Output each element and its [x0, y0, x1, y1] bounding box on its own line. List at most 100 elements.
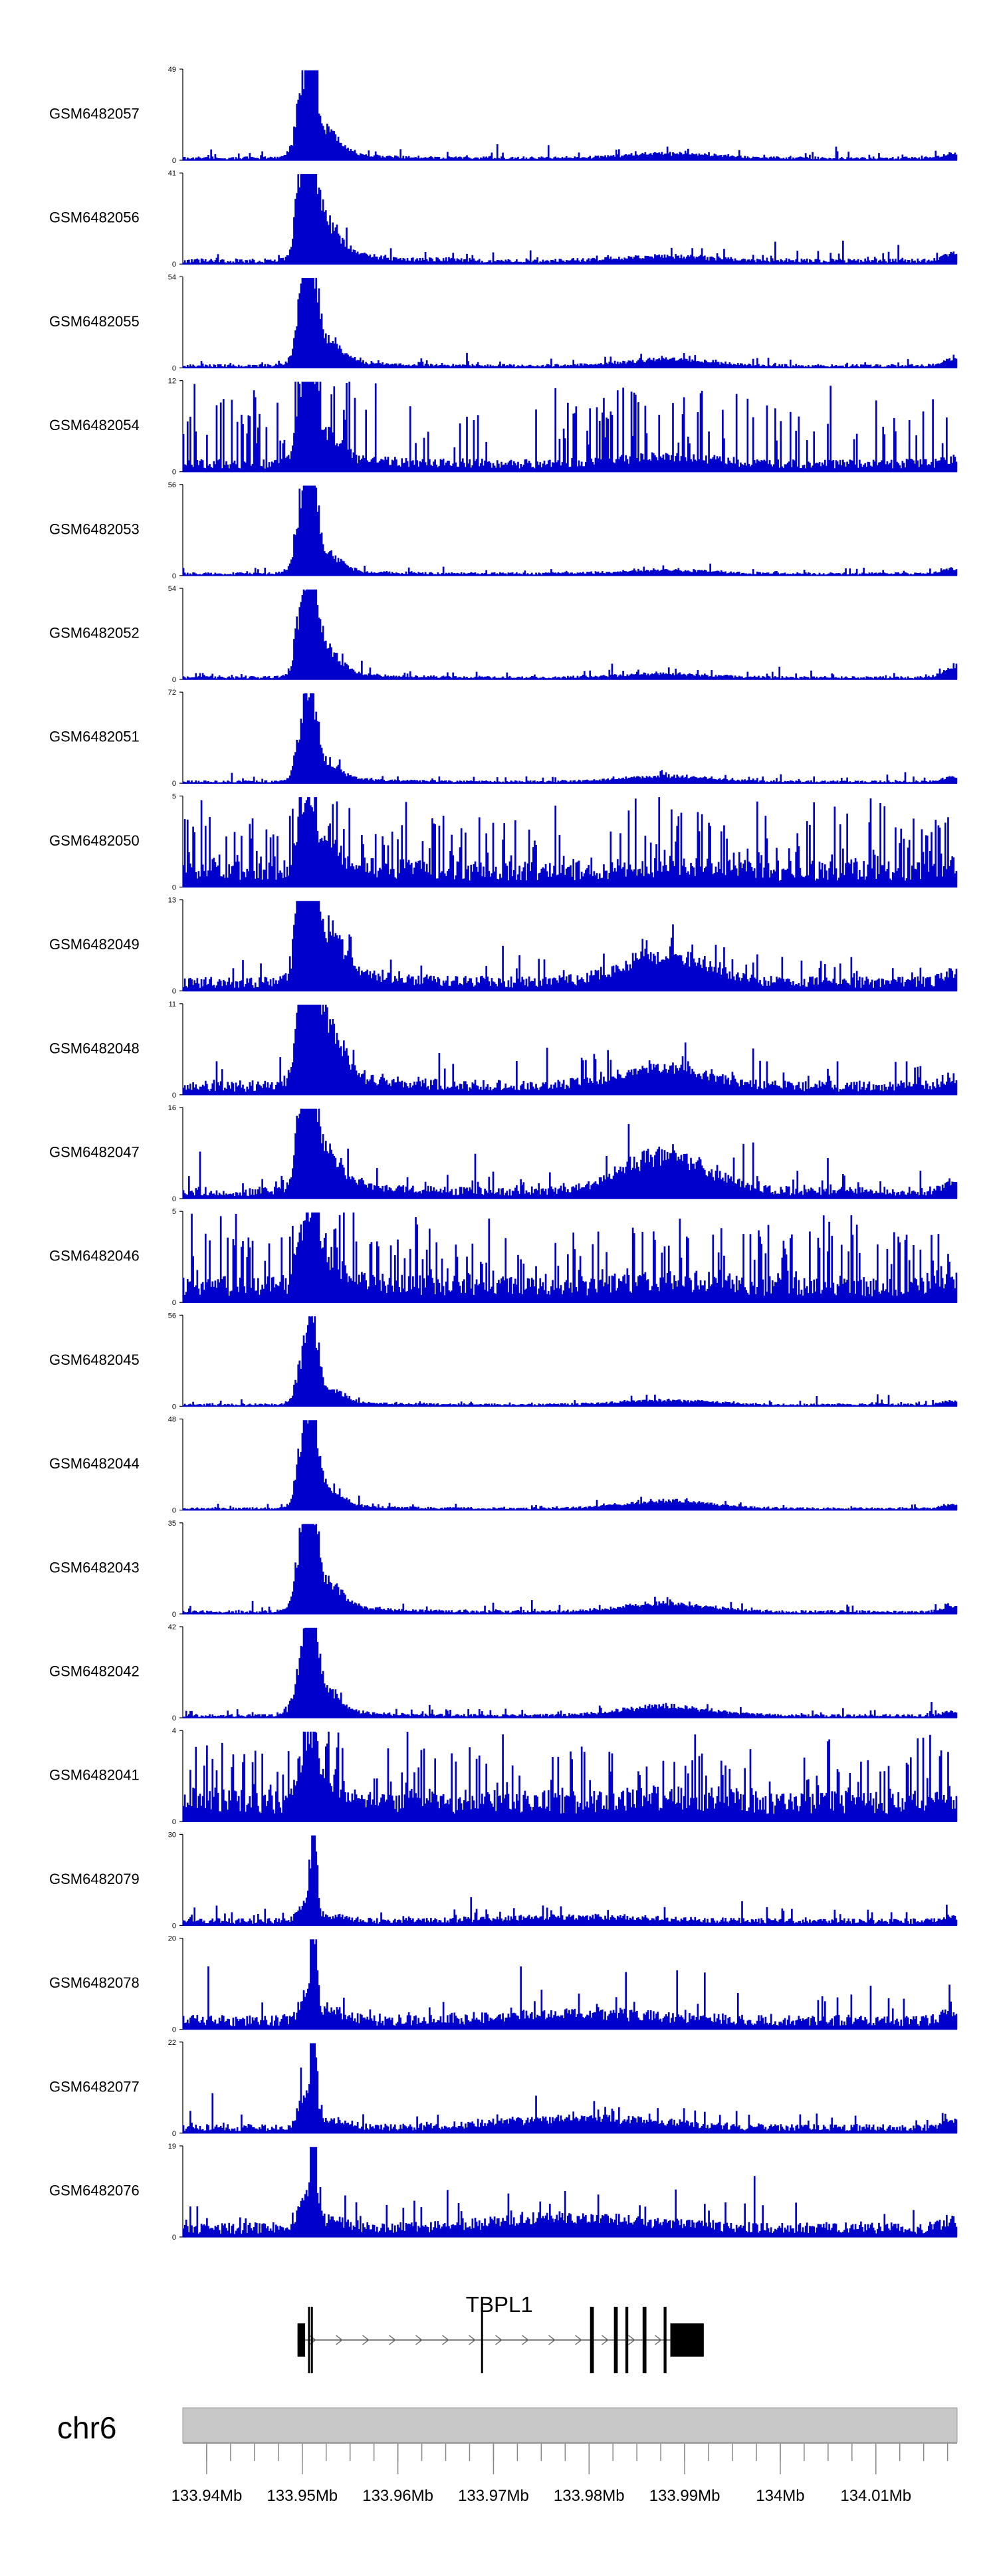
gene-exon — [642, 2307, 647, 2373]
track-coverage-area — [182, 1627, 958, 1718]
strand-chevron — [522, 2335, 529, 2345]
gene-exon — [613, 2307, 618, 2373]
track-label: GSM6482042 — [49, 1663, 140, 1680]
track-GSM6482056: GSM6482056 41 0 — [49, 170, 958, 269]
chromosome-ideogram — [182, 2407, 958, 2443]
chromosome-axis: chr6 133.94Mb 133.95Mb 133.96Mb 133.97Mb 133.… — [57, 2407, 958, 2505]
track-y-zero-label: 0 — [172, 1922, 176, 1930]
track-GSM6482076: GSM6482076 19 0 — [49, 2143, 958, 2242]
track-label: GSM6482048 — [49, 1040, 140, 1056]
track-label: GSM6482079 — [49, 1871, 140, 1887]
strand-chevron — [469, 2335, 476, 2345]
chromosome-label: chr6 — [57, 2410, 116, 2445]
strand-chevron — [548, 2335, 556, 2345]
track-GSM6482043: GSM6482043 35 0 — [49, 1520, 958, 1619]
track-label: GSM6482046 — [49, 1248, 140, 1264]
track-y-zero-label: 0 — [172, 1299, 176, 1307]
track-y-zero-label: 0 — [172, 1611, 176, 1619]
track-y-zero-label: 0 — [172, 2234, 176, 2242]
strand-chevron — [336, 2335, 343, 2345]
track-y-zero-label: 0 — [172, 572, 176, 580]
track-coverage-area — [182, 589, 958, 680]
track-GSM6482078: GSM6482078 20 0 — [49, 1935, 958, 2034]
axis-tick-label: 134.01Mb — [840, 2487, 911, 2505]
track-coverage-area — [182, 485, 958, 576]
track-coverage-area — [182, 1108, 958, 1199]
track-label: GSM6482047 — [49, 1144, 140, 1161]
track-label: GSM6482043 — [49, 1559, 140, 1576]
gene-model: TBPL1 — [297, 2292, 704, 2373]
track-y-max-label: 72 — [168, 689, 176, 697]
gene-exon — [590, 2307, 594, 2373]
track-y-zero-label: 0 — [172, 1818, 176, 1826]
track-coverage-area — [182, 1939, 958, 2030]
axis-tick-label: 133.96Mb — [362, 2487, 433, 2505]
gene-exon — [670, 2323, 704, 2357]
track-label: GSM6482050 — [49, 832, 140, 849]
strand-chevron — [362, 2335, 370, 2345]
track-y-max-label: 16 — [168, 1104, 176, 1112]
track-coverage-area — [182, 278, 958, 368]
track-coverage-area — [182, 1212, 958, 1303]
track-y-zero-label: 0 — [172, 157, 176, 165]
track-label: GSM6482044 — [49, 1455, 140, 1472]
gene-exon — [310, 2307, 313, 2373]
track-GSM6482053: GSM6482053 56 0 — [49, 481, 958, 580]
gene-exon — [308, 2307, 310, 2373]
track-y-zero-label: 0 — [172, 780, 176, 788]
axis-tick-label: 133.95Mb — [267, 2487, 338, 2505]
track-GSM6482046: GSM6482046 5 0 — [49, 1208, 958, 1307]
track-GSM6482045: GSM6482045 56 0 — [49, 1312, 958, 1411]
strand-chevron — [628, 2335, 635, 2345]
track-y-zero-label: 0 — [172, 988, 176, 996]
strand-chevron — [495, 2335, 502, 2345]
axis-tick-label: 133.94Mb — [171, 2487, 243, 2505]
track-y-max-label: 12 — [168, 378, 176, 386]
track-coverage-area — [182, 70, 958, 161]
track-GSM6482049: GSM6482049 13 0 — [49, 897, 958, 996]
track-GSM6482041: GSM6482041 4 0 — [49, 1727, 958, 1826]
axis-tick-label: 134Mb — [756, 2487, 804, 2505]
track-y-max-label: 4 — [172, 1727, 176, 1735]
track-y-max-label: 30 — [168, 1831, 176, 1839]
track-coverage-area — [182, 382, 958, 472]
track-y-max-label: 48 — [168, 1416, 176, 1424]
track-y-zero-label: 0 — [172, 1714, 176, 1722]
track-y-max-label: 5 — [172, 792, 176, 800]
track-y-zero-label: 0 — [172, 1507, 176, 1515]
track-GSM6482050: GSM6482050 5 0 — [49, 792, 958, 891]
track-y-max-label: 49 — [168, 66, 176, 74]
track-GSM6482044: GSM6482044 48 0 — [49, 1416, 958, 1515]
track-GSM6482048: GSM6482048 11 0 — [49, 1000, 958, 1100]
gene-label: TBPL1 — [466, 2292, 533, 2317]
track-y-zero-label: 0 — [172, 261, 176, 269]
track-coverage-area — [182, 1731, 958, 1822]
track-y-max-label: 54 — [168, 273, 176, 281]
gene-exon — [297, 2323, 306, 2357]
track-label: GSM6482041 — [49, 1767, 140, 1784]
track-coverage-area — [182, 174, 958, 265]
track-coverage-area — [182, 1524, 958, 1615]
track-label: GSM6482053 — [49, 521, 140, 537]
track-label: GSM6482056 — [49, 209, 140, 226]
strand-chevron — [575, 2335, 582, 2345]
track-GSM6482057: GSM6482057 49 0 — [49, 66, 958, 165]
track-coverage-area — [182, 693, 958, 784]
track-y-zero-label: 0 — [172, 883, 176, 891]
track-y-max-label: 19 — [168, 2143, 176, 2151]
track-GSM6482052: GSM6482052 54 0 — [49, 585, 958, 684]
track-label: GSM6482057 — [49, 106, 140, 122]
track-label: GSM6482045 — [49, 1351, 140, 1368]
track-coverage-area — [182, 1004, 958, 1096]
gene-exon — [663, 2307, 667, 2373]
track-y-max-label: 41 — [168, 170, 176, 177]
track-coverage-area — [182, 2147, 958, 2238]
track-GSM6482054: GSM6482054 12 0 — [49, 378, 958, 477]
track-y-max-label: 56 — [168, 1312, 176, 1320]
track-label: GSM6482078 — [49, 1974, 140, 1991]
axis-tick-label: 133.97Mb — [458, 2487, 529, 2505]
track-GSM6482047: GSM6482047 16 0 — [49, 1104, 958, 1203]
track-coverage-area — [182, 901, 958, 991]
track-y-zero-label: 0 — [172, 469, 176, 477]
